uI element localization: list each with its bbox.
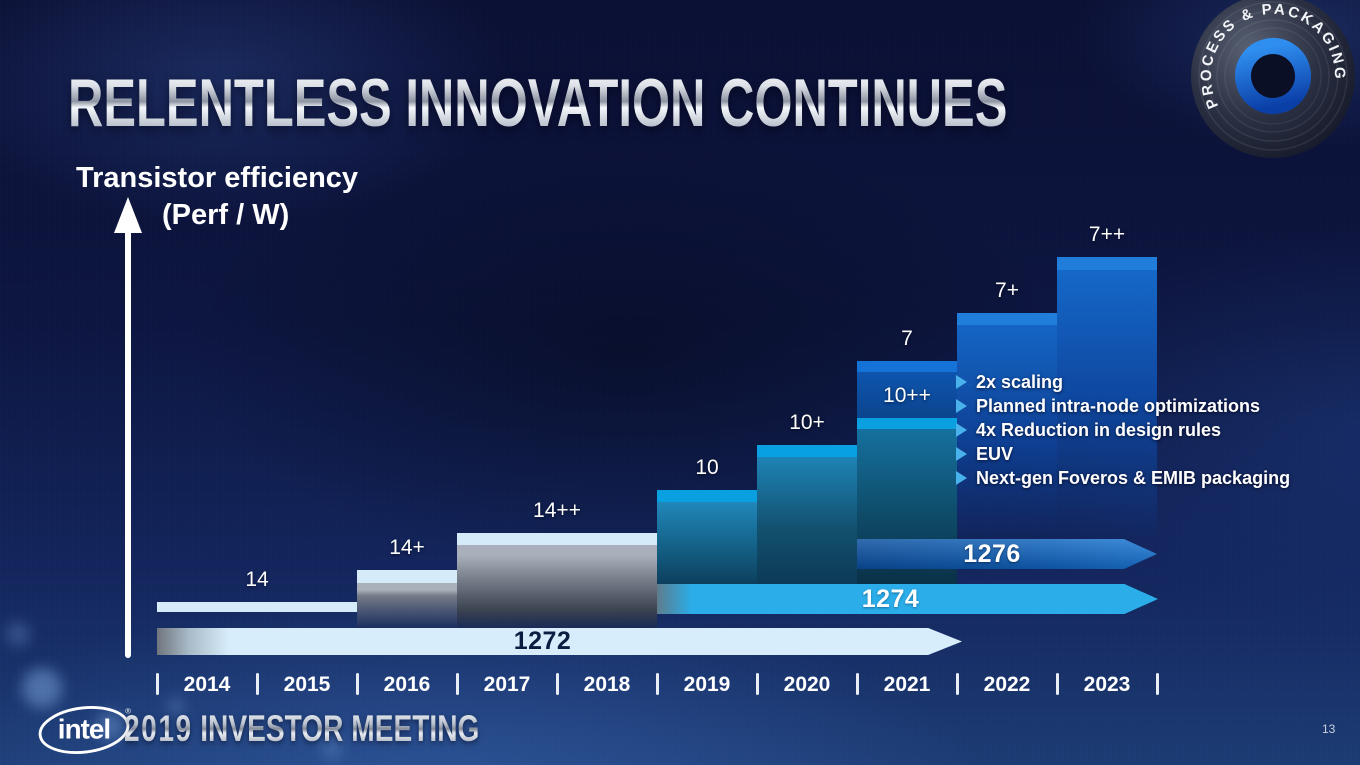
year-label: 2019 <box>683 673 731 696</box>
node-label-7pp: 7++ <box>1088 223 1126 246</box>
bar-14-plus <box>357 570 457 628</box>
axis-tick <box>456 673 459 695</box>
list-item: EUV <box>956 442 1290 466</box>
axis-tick <box>956 673 959 695</box>
y-axis-label: Transistor efficiency (Perf / W) <box>76 160 358 234</box>
bullet-text: Planned intra-node optimizations <box>976 395 1261 416</box>
registered-mark: ® <box>125 707 131 716</box>
axis-tick <box>756 673 759 695</box>
footer-year: 2019 <box>124 708 193 749</box>
triangle-bullet-icon <box>956 447 967 461</box>
bar-7-plus-plus <box>1057 257 1157 540</box>
node-label-14p: 14+ <box>389 536 425 559</box>
axis-tick <box>856 673 859 695</box>
band-1276: 1276 <box>857 539 1157 569</box>
bullet-text: 2x scaling <box>976 371 1064 392</box>
node-label-7p: 7+ <box>995 279 1019 302</box>
bar-14-plus-plus <box>457 533 657 628</box>
intel-logo-text: intel <box>58 714 110 745</box>
triangle-bullet-icon <box>956 471 967 485</box>
bar-7 <box>857 361 957 418</box>
year-label: 2015 <box>283 673 331 696</box>
bar-10 <box>657 490 757 584</box>
year-label: 2016 <box>383 673 431 696</box>
year-label: 2020 <box>783 673 831 696</box>
node-label-7: 7 <box>901 327 913 350</box>
x-axis: 2014 2015 2016 2017 2018 2019 2020 2021 … <box>156 671 1159 699</box>
bar-10-plus <box>757 445 857 584</box>
node-label-14: 14 <box>245 568 269 591</box>
badge-center-ring <box>1235 38 1311 114</box>
list-item: 4x Reduction in design rules <box>956 418 1290 442</box>
bullet-list: 2x scaling Planned intra-node optimizati… <box>956 370 1290 490</box>
band-1274: 1274 <box>657 584 1158 614</box>
year-label: 2014 <box>183 673 231 696</box>
triangle-bullet-icon <box>956 423 967 437</box>
axis-tick <box>256 673 259 695</box>
year-label: 2023 <box>1083 673 1131 696</box>
bullet-text: Next-gen Foveros & EMIB packaging <box>976 467 1291 488</box>
year-labels: 2014 2015 2016 2017 2018 2019 2020 2021 … <box>157 671 1157 699</box>
node-label-10p: 10+ <box>789 411 825 434</box>
axis-tick <box>556 673 559 695</box>
axis-tick <box>656 673 659 695</box>
footer-event-name: INVESTOR MEETING <box>200 708 480 749</box>
band-1272: 1272 <box>157 628 962 655</box>
node-label-10pp: 10++ <box>883 384 931 407</box>
axis-tick <box>1056 673 1059 695</box>
year-label: 2021 <box>883 673 931 696</box>
year-label: 2022 <box>983 673 1031 696</box>
y-axis-label-line1: Transistor efficiency <box>76 162 359 194</box>
list-item: 2x scaling <box>956 370 1290 394</box>
triangle-bullet-icon <box>956 375 967 389</box>
y-axis-label-line2: (Perf / W) <box>162 199 290 231</box>
axis-tick <box>1156 673 1159 695</box>
axis-tick <box>356 673 359 695</box>
bar-14 <box>157 602 357 612</box>
intel-logo: intel ® <box>38 705 131 755</box>
axis-tick <box>156 673 159 695</box>
bar-7-plus <box>957 313 1057 540</box>
bokeh-light <box>6 622 30 646</box>
triangle-bullet-icon <box>956 399 967 413</box>
year-label: 2018 <box>583 673 631 696</box>
footer-event-title: 2019 INVESTOR MEETING <box>124 708 479 750</box>
page-number: 13 <box>1322 722 1336 736</box>
year-label: 2017 <box>483 673 531 696</box>
process-packaging-badge: PROCESS & PACKAGING <box>1184 0 1355 158</box>
bullet-text: EUV <box>976 443 1014 464</box>
list-item: Next-gen Foveros & EMIB packaging <box>956 466 1290 490</box>
bullet-text: 4x Reduction in design rules <box>976 419 1222 440</box>
node-label-14pp: 14++ <box>533 499 581 522</box>
list-item: Planned intra-node optimizations <box>956 394 1290 418</box>
y-axis-arrow-head <box>114 197 142 233</box>
node-label-10: 10 <box>695 456 719 479</box>
page-title: RELENTLESS INNOVATION CONTINUES <box>68 65 1008 141</box>
y-axis-arrow <box>125 230 131 658</box>
